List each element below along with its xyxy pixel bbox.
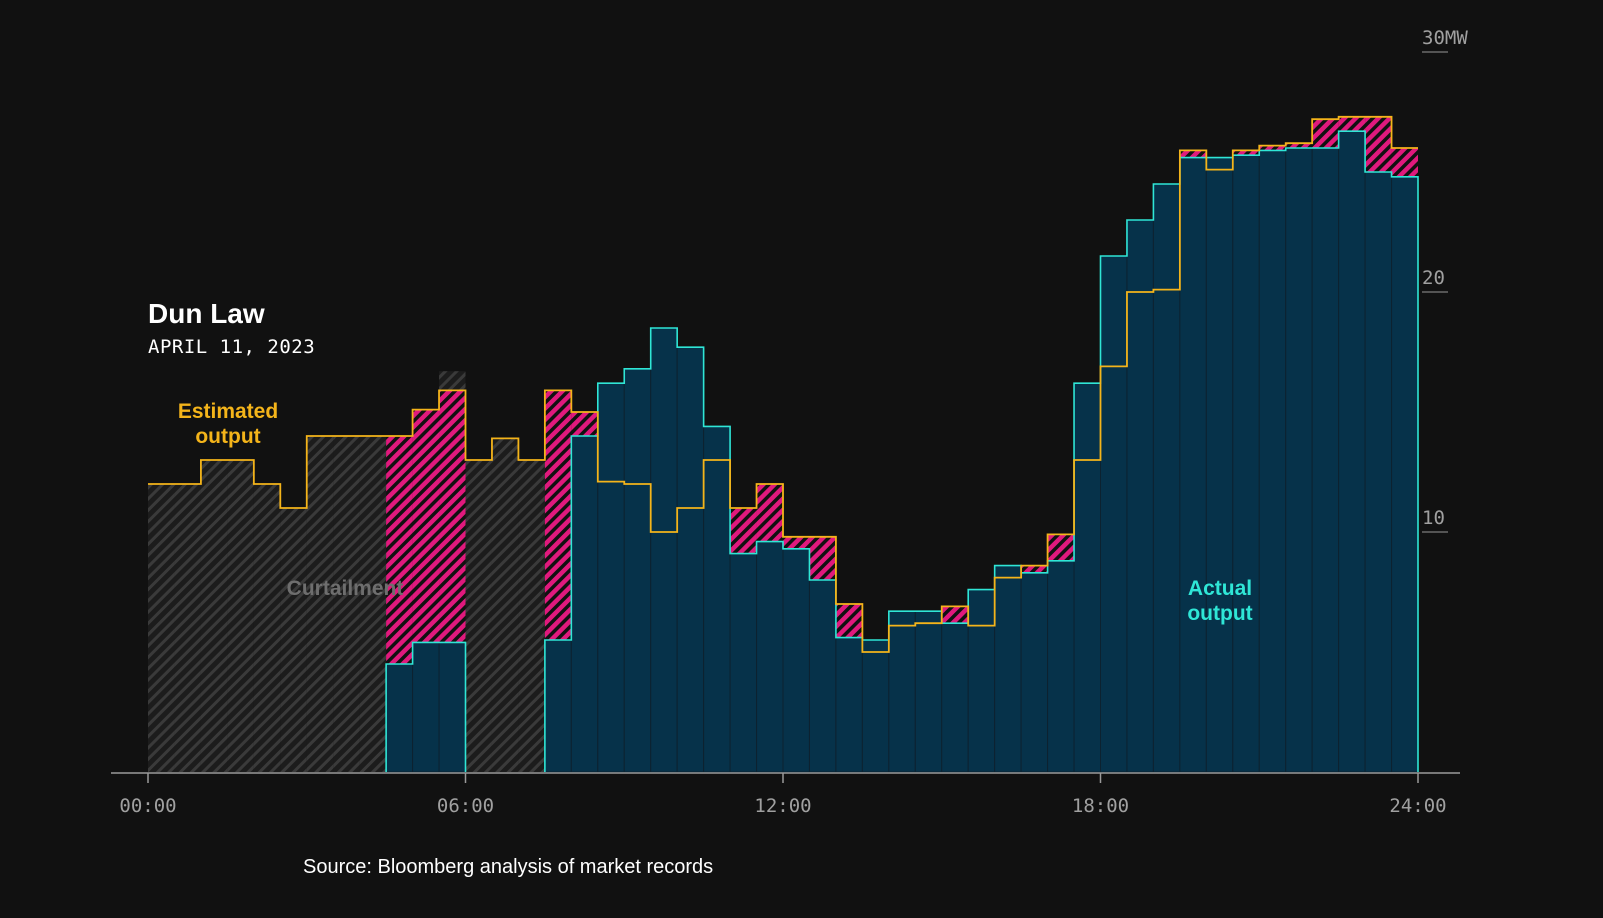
actual-output-bar: [650, 327, 678, 773]
shortfall-area: [783, 536, 810, 549]
chart-subtitle: APRIL 11, 2023: [148, 336, 316, 358]
shortfall-area: [1338, 116, 1366, 132]
actual-output-bar: [1258, 149, 1287, 773]
shortfall-areas: [386, 116, 1418, 664]
curtailment-area: [359, 436, 387, 772]
actual-output-bar: [1126, 219, 1154, 773]
actual-output-bar: [782, 548, 810, 773]
shortfall-area: [1047, 534, 1075, 561]
actual-output-bar: [1338, 130, 1366, 773]
shortfall-area: [544, 390, 572, 640]
curtailment-area: [333, 436, 360, 772]
curtailment-area: [439, 371, 466, 391]
actual-output-bar: [756, 541, 784, 773]
curtailment-area: [200, 460, 228, 772]
actual-output-bar: [914, 610, 943, 773]
shortfall-area: [1312, 119, 1339, 148]
actual-output-bar: [1020, 572, 1049, 773]
curtailment-area: [518, 460, 545, 772]
shortfall-area: [730, 508, 757, 554]
curtailment-area: [174, 484, 201, 772]
shortfall-area: [1365, 116, 1392, 172]
actual-output-bar: [835, 637, 863, 773]
curtailment-area: [306, 436, 334, 772]
actual-output-bar: [703, 425, 731, 773]
actual-output-bar: [623, 368, 652, 773]
shortfall-area: [412, 409, 440, 643]
shortfall-area: [571, 412, 598, 436]
shortfall-area: [1021, 565, 1048, 573]
actual-output-bar: [1364, 171, 1393, 773]
curtailment-area: [280, 508, 307, 772]
source-note: Source: Bloomberg analysis of market rec…: [303, 856, 714, 878]
shortfall-area: [1232, 150, 1260, 156]
actual-output-bar: [597, 382, 625, 773]
curtailment-areas: [148, 371, 545, 772]
x-tick-label: 00:00: [119, 795, 176, 817]
series-lines: [148, 115, 1419, 772]
actual-output-bar: [438, 641, 466, 773]
actual-output-bar: [1100, 255, 1128, 773]
actual-output-bar: [544, 639, 572, 773]
curtailment-area: [465, 460, 492, 772]
chart-title: Dun Law: [148, 298, 265, 329]
actual-output-bar: [941, 622, 969, 773]
y-tick-label: 20: [1422, 267, 1445, 289]
estimated-output-line: [148, 115, 1418, 653]
y-tick-label: 10: [1422, 507, 1445, 529]
actual-output-bar: [412, 641, 440, 773]
x-tick-label: 18:00: [1072, 795, 1129, 817]
curtailment-area: [253, 484, 281, 772]
x-tick-label: 06:00: [437, 795, 494, 817]
actual-output-bar: [1179, 157, 1207, 773]
actual-output-bar: [1391, 176, 1419, 773]
shortfall-area: [1179, 150, 1207, 158]
actual-output-bar: [967, 589, 996, 773]
actual-output-bar: [1205, 157, 1234, 773]
shortfall-area: [809, 536, 836, 580]
actual-output-bar: [1047, 560, 1075, 773]
shortfall-area: [1285, 143, 1313, 148]
y-tick-label: 30MW: [1422, 27, 1468, 49]
actual-output-line: [385, 130, 1419, 772]
actual-output-bar: [994, 565, 1022, 773]
x-tick-label: 12:00: [754, 795, 811, 817]
actual-output-bar: [385, 663, 414, 773]
actual-output-bar: [861, 639, 890, 773]
estimated-output-label: Estimated output: [177, 400, 279, 448]
actual-output-bar: [729, 553, 758, 773]
actual-output-bar: [808, 579, 837, 773]
shortfall-area: [386, 436, 413, 664]
actual-output-bar: [570, 435, 599, 773]
actual-output-label: Actual output: [1187, 577, 1253, 625]
actual-output-bar: [1311, 147, 1340, 773]
actual-output-bars: [385, 130, 1419, 773]
actual-output-bar: [1232, 154, 1260, 773]
curtailment-area: [227, 460, 254, 772]
actual-output-bar: [888, 610, 916, 773]
curtailment-label: Curtailment: [286, 577, 404, 600]
curtailment-area: [148, 484, 175, 772]
axes: 00:00 06:00 12:00 18:00 24:00 10 20 30MW: [111, 27, 1468, 817]
shortfall-area: [835, 604, 863, 638]
shortfall-area: [756, 484, 783, 542]
shortfall-area: [1391, 148, 1418, 177]
curtailment-area: [491, 438, 519, 772]
shortfall-area: [1259, 145, 1286, 151]
actual-output-bar: [1073, 382, 1101, 773]
shortfall-area: [439, 390, 466, 643]
actual-output-bar: [676, 346, 705, 773]
actual-output-bar: [1285, 147, 1313, 773]
shortfall-area: [941, 606, 969, 624]
x-tick-label: 24:00: [1389, 795, 1446, 817]
actual-output-bar: [1152, 183, 1181, 773]
